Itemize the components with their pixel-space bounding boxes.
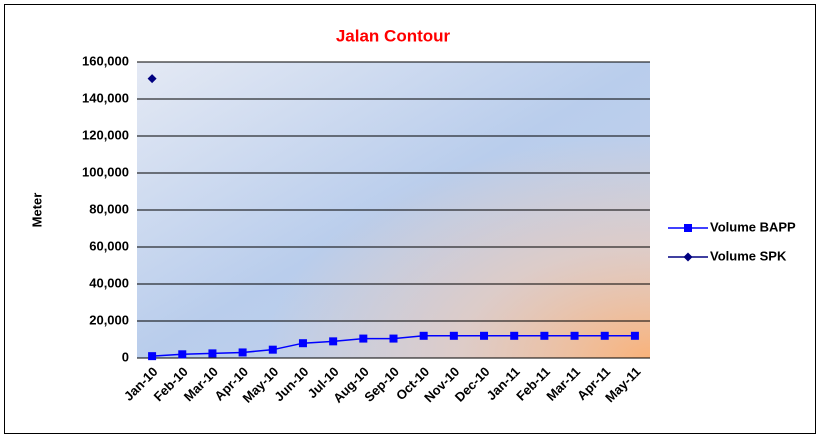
y-tick-label: 80,000	[89, 201, 129, 216]
legend-marker	[684, 224, 692, 232]
legend-label: Volume BAPP	[710, 219, 796, 234]
legend-marker	[683, 252, 693, 262]
data-point	[510, 331, 519, 340]
data-point	[148, 352, 157, 361]
y-tick-label: 20,000	[89, 312, 129, 327]
y-tick-label: 120,000	[82, 127, 129, 142]
data-point	[238, 348, 247, 357]
data-point	[208, 349, 217, 358]
data-point	[600, 331, 609, 340]
data-point	[329, 337, 338, 346]
y-tick-label: 100,000	[82, 164, 129, 179]
y-tick-label: 40,000	[89, 275, 129, 290]
data-point	[298, 339, 307, 348]
legend-label: Volume SPK	[710, 248, 787, 263]
data-point	[147, 74, 157, 84]
data-point	[419, 331, 428, 340]
data-point	[389, 334, 398, 343]
y-tick-label: 0	[122, 349, 129, 364]
y-tick-label: 140,000	[82, 90, 129, 105]
y-tick-label: 60,000	[89, 238, 129, 253]
data-point	[570, 331, 579, 340]
data-point	[630, 331, 639, 340]
y-axis-label: Meter	[29, 193, 44, 228]
data-point	[268, 345, 277, 354]
data-point	[480, 331, 489, 340]
data-point	[359, 334, 368, 343]
data-point	[449, 331, 458, 340]
chart-title: Jalan Contour	[336, 26, 451, 45]
data-point	[178, 350, 187, 359]
data-point	[540, 331, 549, 340]
y-tick-label: 160,000	[82, 53, 129, 68]
